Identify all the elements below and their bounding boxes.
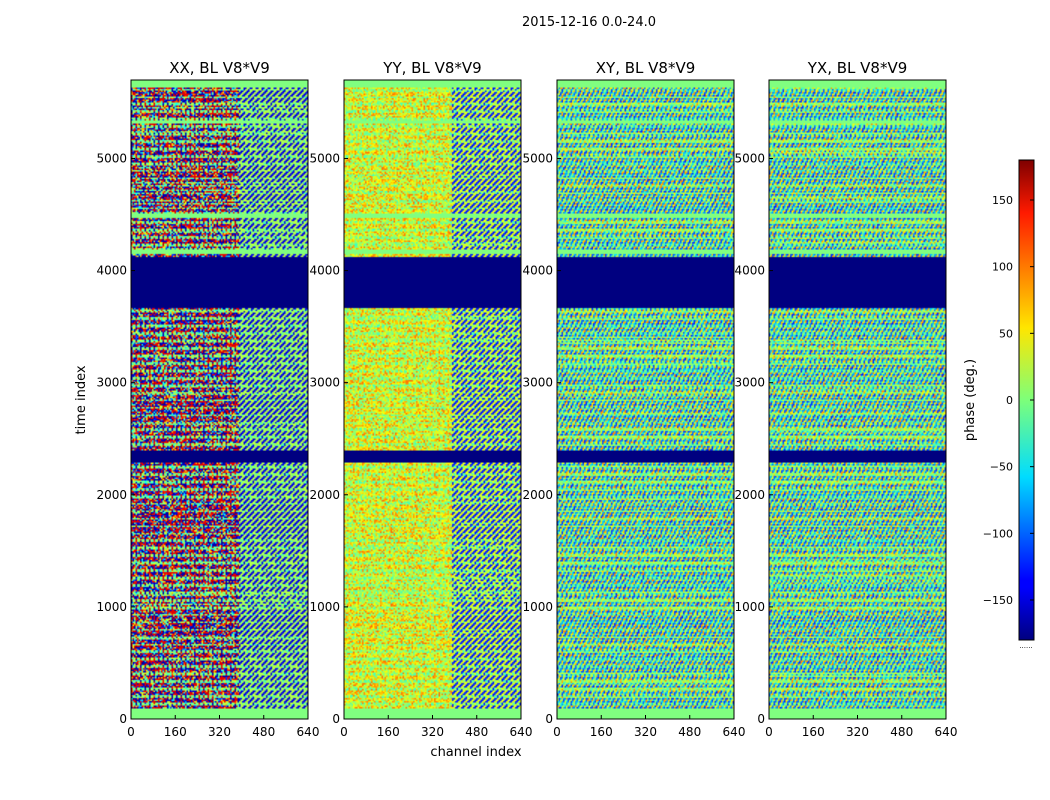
colorbar-tick-label: 150 <box>992 194 1013 207</box>
panels: XX, BL V8*V9 0 160 320 480 640 0 1000 2000 3000 40… <box>96 59 957 739</box>
y-tick-label: 0 <box>757 712 765 726</box>
y-tick-label: 5000 <box>734 151 765 165</box>
y-tick-label: 0 <box>119 712 127 726</box>
colorbar-tick-label: −50 <box>990 461 1013 474</box>
x-tick-label: 0 <box>127 725 135 739</box>
phase-heatmap-yx <box>769 80 946 719</box>
panel-title-2: YY, BL V8*V9 <box>382 59 481 77</box>
y-tick-label: 4000 <box>522 264 553 278</box>
y-tick-label: 1000 <box>734 600 765 614</box>
x-tick-label: 480 <box>890 725 913 739</box>
x-tick-label: 640 <box>723 725 746 739</box>
x-tick-label: 160 <box>802 725 825 739</box>
x-tick-label: 320 <box>421 725 444 739</box>
panel-2: YY, BL V8*V9 0 160 320 480 640 0 1000 2000 3000 40… <box>309 59 532 739</box>
x-tick-label: 0 <box>553 725 561 739</box>
y-tick-label: 5000 <box>522 151 553 165</box>
y-tick-label: 3000 <box>734 376 765 390</box>
x-tick-label: 0 <box>340 725 348 739</box>
y-axis-label: time index <box>74 365 89 434</box>
x-tick-label: 160 <box>164 725 187 739</box>
x-tick-label: 480 <box>252 725 275 739</box>
panel-3: XY, BL V8*V9 0 160 320 480 640 0 1000 2000 3000 40… <box>522 59 745 739</box>
panel-title-3: XY, BL V8*V9 <box>596 59 696 77</box>
suptitle: 2015-12-16 0.0-24.0 <box>522 15 656 30</box>
y-tick-label: 4000 <box>734 264 765 278</box>
panel-title-4: YX, BL V8*V9 <box>807 59 908 77</box>
y-tick-label: 2000 <box>96 488 127 502</box>
panel-1: XX, BL V8*V9 0 160 320 480 640 0 1000 2000 3000 40… <box>96 59 319 739</box>
y-tick-label: 2000 <box>309 488 340 502</box>
x-tick-label: 640 <box>297 725 320 739</box>
x-tick-label: 320 <box>634 725 657 739</box>
phase-heatmap-xx <box>131 80 308 719</box>
y-tick-label: 3000 <box>96 376 127 390</box>
y-tick-label: 5000 <box>96 151 127 165</box>
y-tick-label: 3000 <box>309 376 340 390</box>
colorbar-tick-label: −100 <box>983 527 1013 540</box>
x-tick-label: 640 <box>935 725 958 739</box>
colorbar-tick-label: 0 <box>1006 394 1013 407</box>
colorbar-tick-label: −150 <box>983 594 1013 607</box>
colorbar-tick-label: 100 <box>992 261 1013 274</box>
y-tick-label: 4000 <box>309 264 340 278</box>
colorbar-footnote: ...... <box>1019 642 1032 650</box>
colorbar: 150 100 50 0 −50 −100 −150 phase (deg.) ...... <box>963 159 1035 650</box>
x-tick-label: 0 <box>765 725 773 739</box>
x-tick-label: 640 <box>510 725 533 739</box>
x-tick-label: 480 <box>678 725 701 739</box>
y-tick-label: 0 <box>545 712 553 726</box>
y-tick-label: 0 <box>332 712 340 726</box>
y-tick-label: 5000 <box>309 151 340 165</box>
phase-heatmap-xy <box>557 80 734 719</box>
y-tick-label: 2000 <box>734 488 765 502</box>
x-tick-label: 480 <box>465 725 488 739</box>
x-axis-label: channel index <box>430 745 521 760</box>
phase-heatmap-yy <box>344 80 521 719</box>
y-tick-label: 1000 <box>522 600 553 614</box>
panel-title-1: XX, BL V8*V9 <box>169 59 270 77</box>
y-tick-label: 1000 <box>96 600 127 614</box>
colorbar-label: phase (deg.) <box>963 359 978 441</box>
x-tick-label: 320 <box>846 725 869 739</box>
x-tick-label: 160 <box>377 725 400 739</box>
colorbar-tick-label: 50 <box>999 327 1013 340</box>
x-tick-label: 160 <box>590 725 613 739</box>
y-tick-label: 2000 <box>522 488 553 502</box>
colorbar-ticks: 150 100 50 0 −50 −100 −150 <box>983 194 1034 607</box>
x-tick-label: 320 <box>208 725 231 739</box>
panel-4: YX, BL V8*V9 0 160 320 480 640 0 1000 2000 3000 40… <box>734 59 957 739</box>
y-tick-label: 3000 <box>522 376 553 390</box>
y-tick-label: 4000 <box>96 264 127 278</box>
y-tick-label: 1000 <box>309 600 340 614</box>
